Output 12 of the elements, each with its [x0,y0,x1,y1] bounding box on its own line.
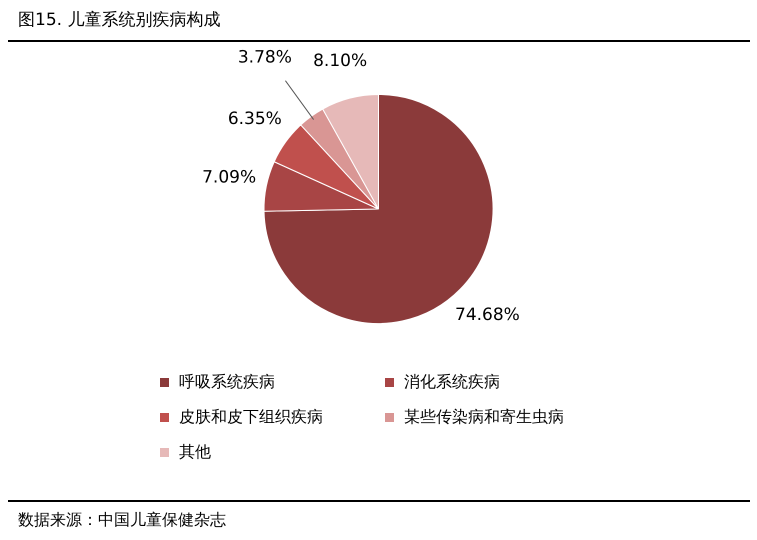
data-label: 7.09% [202,168,256,188]
legend-label: 消化系统疾病 [404,372,500,393]
data-label: 8.10% [313,50,368,71]
data-label: 3.78% [238,48,292,68]
data-label: 6.35% [228,109,282,130]
source-note: 数据来源：中国儿童保健杂志 [18,510,226,531]
legend-label: 其他 [179,442,211,463]
legend-label: 皮肤和皮下组织疾病 [179,407,323,428]
chart-title: 图15. 儿童系统别疾病构成 [18,9,220,31]
legend-label: 呼吸系统疾病 [179,372,275,393]
legend-label: 某些传染病和寄生虫病 [404,407,564,428]
data-label: 74.68% [455,305,520,326]
